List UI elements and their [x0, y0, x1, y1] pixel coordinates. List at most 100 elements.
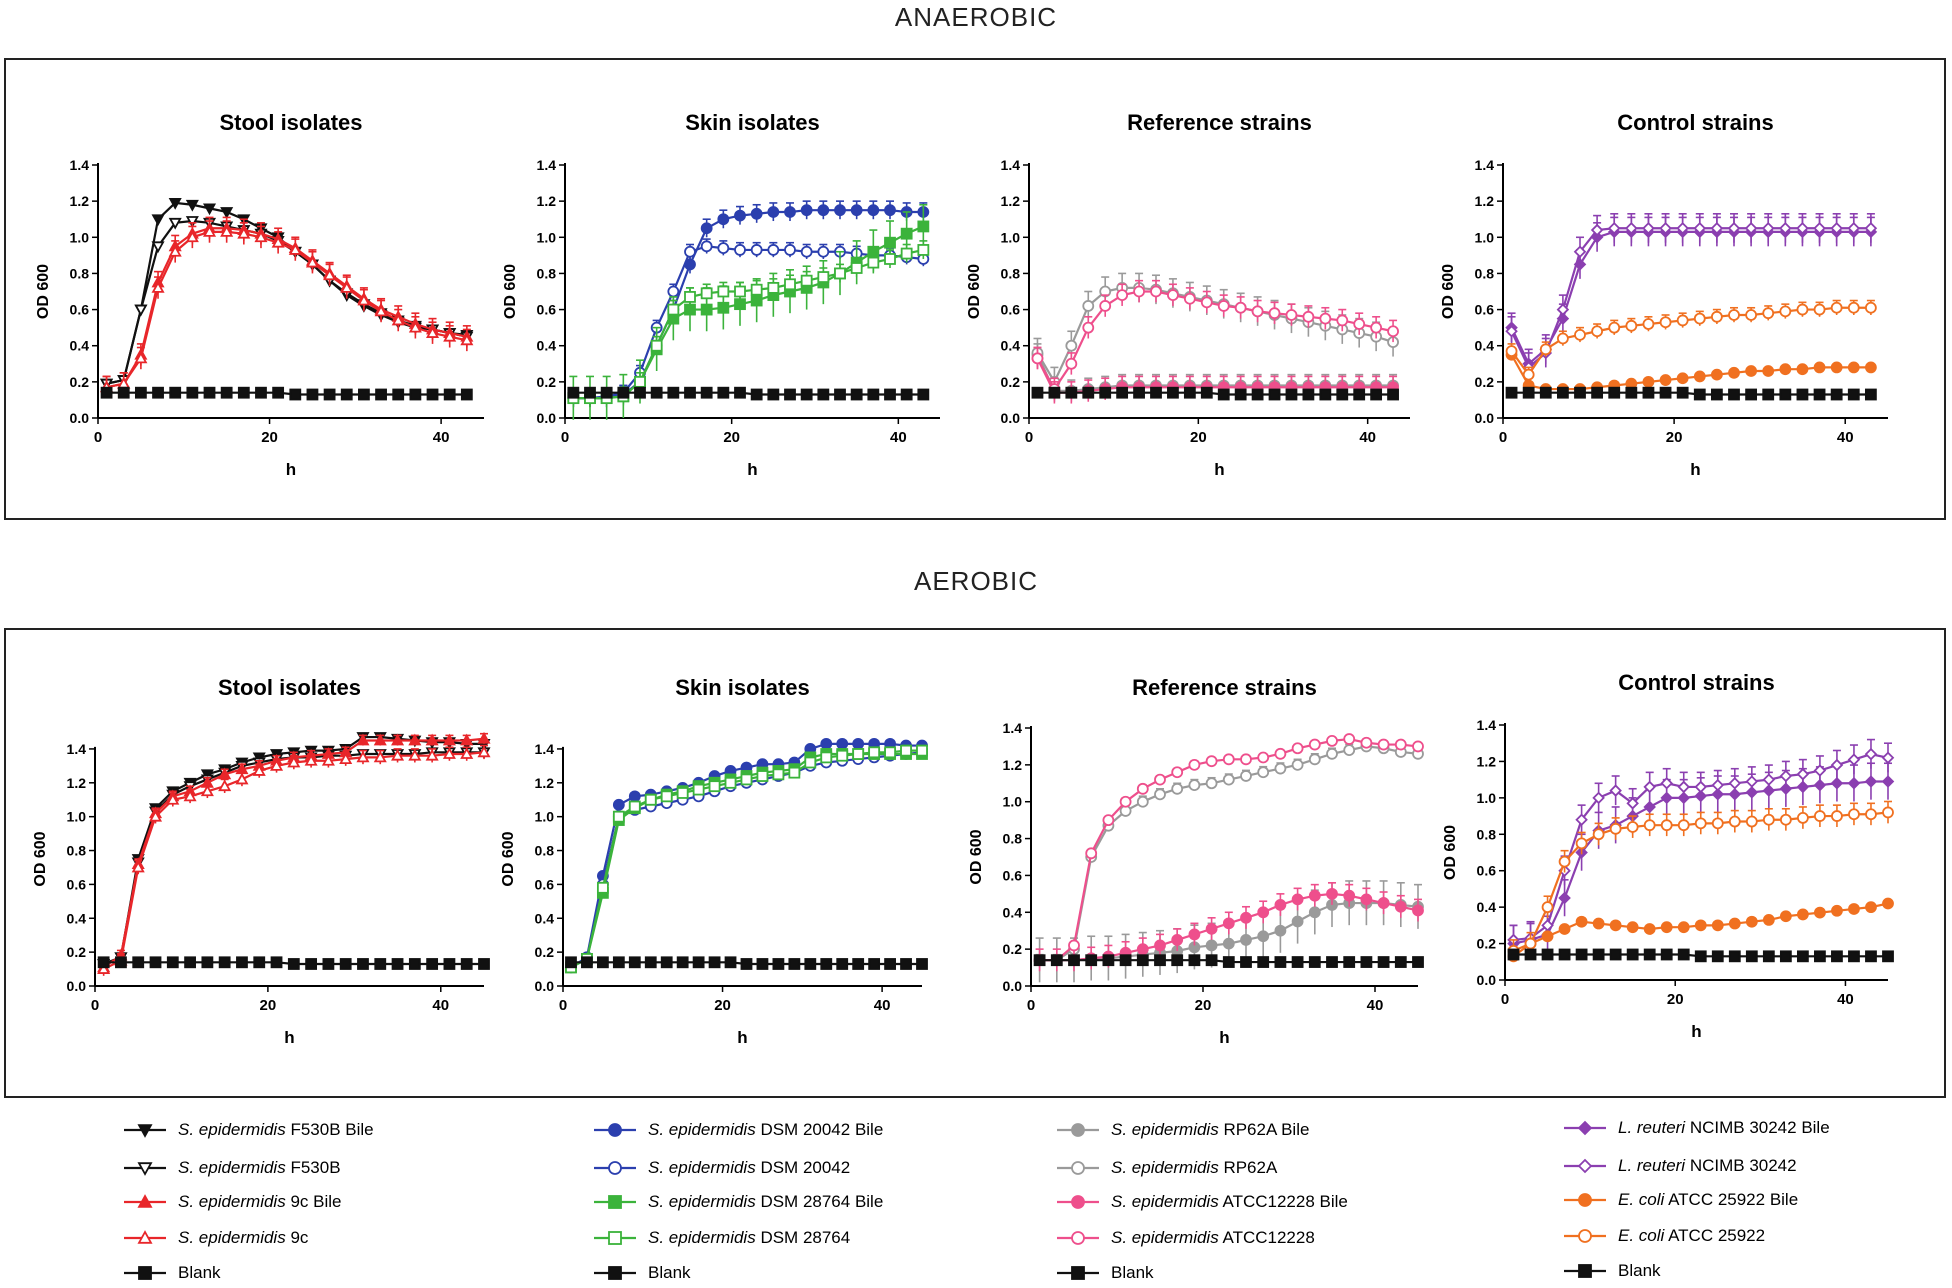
legend-label: RP62A Bile: [1218, 1120, 1310, 1139]
data-point: [460, 747, 474, 759]
data-point: [1642, 318, 1655, 330]
data-point: [1541, 948, 1554, 961]
data-point: [1796, 388, 1809, 401]
data-point: [1830, 758, 1844, 772]
data-point: [634, 386, 646, 399]
data-point: [1257, 766, 1270, 779]
data-point: [1609, 948, 1622, 961]
data-point: [1864, 221, 1878, 235]
data-point: [408, 733, 422, 746]
data-point: [391, 958, 404, 970]
data-point: [724, 776, 737, 789]
y-axis-label: OD 600: [35, 264, 52, 319]
data-point: [1240, 770, 1252, 782]
legend-item: L. reuteri NCIMB 30242: [1562, 1156, 1797, 1176]
y-tick-label: 0.0: [67, 978, 87, 994]
y-tick-label: 1.4: [1001, 157, 1021, 173]
legend-symbol: [1564, 1193, 1606, 1207]
data-point: [357, 958, 369, 970]
data-point: [734, 386, 746, 399]
data-point: [1343, 956, 1356, 968]
y-axis-label: OD 600: [32, 831, 49, 886]
data-point: [1796, 363, 1809, 376]
data-point: [884, 204, 896, 217]
x-tick-label: 40: [1837, 991, 1854, 1008]
data-point: [1353, 318, 1366, 330]
data-point: [740, 958, 753, 970]
legend-item: S. epidermidis DSM 28764 Bile: [592, 1192, 883, 1212]
legend-marker: [1577, 1120, 1593, 1136]
data-point: [1068, 954, 1080, 967]
data-point: [97, 956, 110, 969]
data-point: [1745, 950, 1758, 963]
data-point: [1864, 301, 1877, 314]
data-point: [339, 752, 353, 764]
series-line: [1510, 354, 1871, 391]
data-point: [1745, 915, 1758, 928]
data-point: [800, 245, 813, 258]
data-point: [617, 386, 630, 399]
data-point: [1167, 386, 1179, 399]
data-point: [1556, 303, 1570, 316]
data-point: [1728, 777, 1742, 790]
y-tick-label: 1.0: [1475, 229, 1495, 245]
data-point: [1505, 386, 1518, 399]
data-point: [373, 733, 387, 746]
data-point: [1188, 758, 1201, 771]
data-point: [1677, 780, 1691, 794]
data-point: [650, 386, 663, 399]
data-point: [1830, 777, 1844, 790]
data-point: [391, 733, 405, 746]
data-point: [477, 731, 491, 744]
data-point: [1865, 950, 1877, 963]
data-point: [1257, 906, 1270, 919]
x-axis-label: h: [1219, 1028, 1229, 1047]
data-point: [916, 958, 928, 970]
legend-label: ATCC12228 Bile: [1218, 1192, 1348, 1211]
data-point: [306, 388, 319, 401]
data-point: [1711, 919, 1724, 932]
legend-marker: [1071, 1161, 1085, 1175]
legend-item: Blank: [592, 1263, 691, 1283]
y-tick-label: 0.4: [537, 338, 557, 354]
data-point: [1556, 332, 1569, 345]
data-point: [1291, 915, 1304, 928]
data-point: [1848, 950, 1860, 963]
data-point: [1779, 769, 1793, 783]
data-point: [1116, 386, 1129, 399]
y-tick-label: 1.4: [70, 157, 90, 173]
data-point: [1694, 950, 1707, 963]
data-point: [1505, 324, 1518, 338]
legend-species: L. reuteri: [1618, 1156, 1686, 1175]
data-point: [868, 958, 881, 970]
legend-symbol: [124, 1266, 166, 1280]
x-tick-label: 40: [1367, 997, 1384, 1014]
data-point: [1728, 950, 1741, 963]
data-point: [1068, 939, 1080, 952]
data-point: [1222, 773, 1235, 786]
legend-label: DSM 28764: [755, 1228, 851, 1247]
data-point: [1205, 922, 1218, 935]
series-line: [573, 209, 924, 400]
data-point: [166, 956, 179, 969]
data-point: [1831, 950, 1843, 963]
data-point: [734, 209, 746, 222]
series-line: [103, 751, 484, 966]
data-point: [565, 956, 577, 969]
data-point: [1394, 900, 1407, 913]
data-point: [1744, 221, 1758, 235]
data-point: [1865, 901, 1877, 914]
data-point: [1222, 917, 1235, 930]
data-point: [717, 386, 730, 399]
data-point: [684, 386, 696, 399]
data-point: [323, 268, 337, 281]
data-point: [700, 240, 713, 253]
legend-symbol: [124, 1194, 166, 1208]
series-3: [1031, 279, 1399, 400]
legend-label: ATCC12228: [1218, 1228, 1315, 1247]
legend-species: S. epidermidis: [178, 1158, 286, 1177]
data-point: [1505, 345, 1518, 358]
data-point: [443, 329, 457, 342]
data-point: [1171, 766, 1184, 779]
legend-marker: [137, 1124, 153, 1138]
